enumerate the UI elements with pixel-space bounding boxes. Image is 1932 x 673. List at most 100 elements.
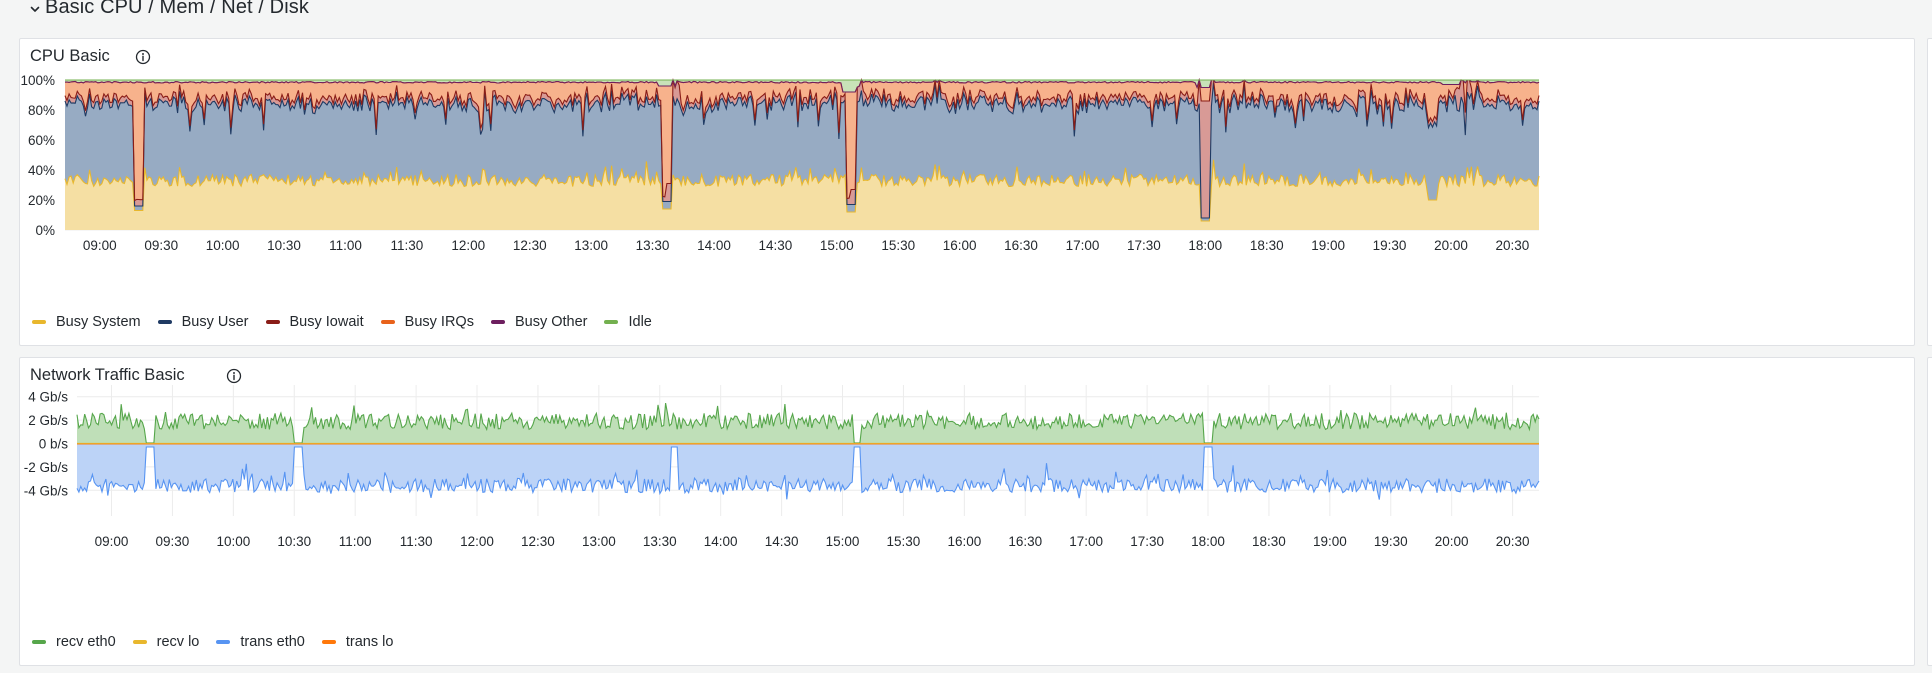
x-tick-label: 13:00 bbox=[582, 534, 616, 549]
x-tick-label: 19:30 bbox=[1373, 238, 1407, 253]
cpu-basic-panel: CPU Basic 0% 20% 40% 60% 80% 100% 09:00 09:30 10… bbox=[19, 38, 1915, 346]
panel-title-cpu-basic[interactable]: CPU Basic bbox=[30, 47, 110, 65]
legend-swatch bbox=[604, 320, 619, 324]
x-tick-label: 16:00 bbox=[947, 534, 981, 549]
legend-item-trans-lo[interactable]: trans lo bbox=[321, 634, 394, 650]
adjacent-panel-edge bbox=[1927, 357, 1932, 666]
info-circle-icon[interactable] bbox=[135, 49, 151, 65]
series-area-busy-system bbox=[65, 159, 1539, 230]
cpu-basic-chart[interactable]: 0% 20% 40% 60% 80% 100% 09:00 09:30 10:00 10:30 11… bbox=[20, 39, 1916, 309]
x-tick-label: 14:00 bbox=[704, 534, 738, 549]
x-tick-label: 13:30 bbox=[643, 534, 677, 549]
series-line-busy-system bbox=[64, 159, 1540, 222]
x-tick-label: 12:00 bbox=[460, 534, 494, 549]
x-tick-label: 16:30 bbox=[1008, 534, 1042, 549]
x-tick-label: 12:30 bbox=[513, 238, 547, 253]
legend-label: recv lo bbox=[156, 634, 200, 650]
x-tick-label: 19:00 bbox=[1313, 534, 1347, 549]
legend-label: Busy System bbox=[56, 314, 141, 330]
y-tick-label: 100% bbox=[20, 73, 55, 88]
x-tick-label: 14:00 bbox=[697, 238, 731, 253]
x-tick-label: 15:30 bbox=[881, 238, 915, 253]
legend-label: Busy Iowait bbox=[289, 314, 364, 330]
legend-swatch bbox=[132, 640, 147, 644]
series-line-trans-eth0 bbox=[76, 446, 1540, 500]
legend-label: Busy IRQs bbox=[404, 314, 474, 330]
series-area-busy-user bbox=[65, 82, 1539, 221]
series-line-busy-other bbox=[64, 77, 1540, 93]
x-tick-label: 10:00 bbox=[216, 534, 250, 549]
y-tick-label: 20% bbox=[28, 193, 55, 208]
legend-item-busy-system[interactable]: Busy System bbox=[32, 314, 141, 330]
x-tick-label: 11:00 bbox=[329, 238, 362, 253]
x-tick-label: 13:00 bbox=[574, 238, 608, 253]
y-tick-label: 60% bbox=[28, 133, 55, 148]
x-tick-label: 18:00 bbox=[1191, 534, 1225, 549]
legend-label: trans eth0 bbox=[240, 634, 305, 650]
y-tick-label: 2 Gb/s bbox=[28, 413, 68, 428]
chevron-down-icon[interactable] bbox=[28, 2, 42, 16]
x-tick-label: 20:30 bbox=[1495, 238, 1529, 253]
legend-item-busy-irqs[interactable]: Busy IRQs bbox=[380, 314, 474, 330]
x-tick-label: 09:00 bbox=[83, 238, 117, 253]
x-tick-label: 20:00 bbox=[1434, 238, 1468, 253]
legend-item-busy-user[interactable]: Busy User bbox=[157, 314, 249, 330]
info-circle-icon[interactable] bbox=[226, 368, 242, 384]
series-area-recv-eth0 bbox=[77, 403, 1539, 444]
legend-item-idle[interactable]: Idle bbox=[604, 314, 652, 330]
x-tick-label: 17:00 bbox=[1066, 238, 1100, 253]
y-tick-label: -2 Gb/s bbox=[24, 460, 69, 475]
y-tick-label: 40% bbox=[28, 163, 55, 178]
network-traffic-chart[interactable]: 4 Gb/s 2 Gb/s 0 b/s -2 Gb/s -4 Gb/s 09:00 09:3… bbox=[20, 358, 1916, 630]
x-tick-label: 20:30 bbox=[1496, 534, 1530, 549]
row-title[interactable]: Basic CPU / Mem / Net / Disk bbox=[45, 0, 309, 18]
x-tick-label: 11:30 bbox=[400, 534, 433, 549]
x-tick-label: 12:00 bbox=[451, 238, 485, 253]
legend-item-recv-eth0[interactable]: recv eth0 bbox=[32, 634, 116, 650]
x-tick-label: 09:00 bbox=[95, 534, 129, 549]
x-tick-label: 10:00 bbox=[206, 238, 240, 253]
legend-item-busy-other[interactable]: Busy Other bbox=[490, 314, 588, 330]
series-line-recv-eth0 bbox=[76, 402, 1540, 444]
x-tick-label: 18:30 bbox=[1250, 238, 1284, 253]
legend-label: trans lo bbox=[345, 634, 394, 650]
series-line-busy-iowait bbox=[64, 77, 1540, 202]
legend-item-trans-eth0[interactable]: trans eth0 bbox=[216, 634, 305, 650]
legend-label: recv eth0 bbox=[56, 634, 116, 650]
x-tick-label: 14:30 bbox=[758, 238, 792, 253]
y-tick-label: 0% bbox=[35, 223, 55, 238]
x-tick-label: 15:00 bbox=[820, 238, 854, 253]
network-traffic-basic-panel: Network Traffic Basic 4 Gb/s 2 Gb/s 0 b/s -… bbox=[19, 357, 1915, 666]
legend-swatch bbox=[265, 320, 280, 324]
legend-swatch bbox=[157, 320, 172, 324]
x-tick-label: 12:30 bbox=[521, 534, 555, 549]
x-tick-label: 11:00 bbox=[339, 534, 372, 549]
x-tick-label: 17:30 bbox=[1127, 238, 1161, 253]
y-tick-label: 4 Gb/s bbox=[28, 390, 68, 405]
adjacent-panel-edge bbox=[1927, 38, 1932, 346]
panel-title-network-traffic-basic[interactable]: Network Traffic Basic bbox=[30, 366, 185, 384]
legend-label: Idle bbox=[628, 314, 652, 330]
series-line-busy-user bbox=[64, 82, 1540, 219]
cpu-legend: Busy System Busy User Busy Iowait Busy I… bbox=[32, 314, 669, 330]
x-tick-label: 16:30 bbox=[1004, 238, 1038, 253]
legend-swatch bbox=[321, 640, 336, 644]
legend-item-busy-iowait[interactable]: Busy Iowait bbox=[265, 314, 364, 330]
y-tick-label: 0 b/s bbox=[39, 437, 69, 452]
x-tick-label: 19:30 bbox=[1374, 534, 1408, 549]
legend-swatch bbox=[380, 320, 395, 324]
x-tick-label: 13:30 bbox=[636, 238, 670, 253]
x-tick-label: 20:00 bbox=[1435, 534, 1469, 549]
legend-item-recv-lo[interactable]: recv lo bbox=[132, 634, 200, 650]
legend-label: Busy Other bbox=[514, 314, 588, 330]
y-tick-label: 80% bbox=[28, 103, 55, 118]
x-tick-label: 09:30 bbox=[144, 238, 178, 253]
series-area-trans-eth0 bbox=[77, 443, 1539, 500]
legend-label: Busy User bbox=[181, 314, 249, 330]
x-tick-label: 15:30 bbox=[887, 534, 921, 549]
legend-swatch bbox=[32, 320, 46, 324]
legend-swatch bbox=[490, 320, 505, 324]
x-tick-label: 09:30 bbox=[156, 534, 190, 549]
x-tick-label: 19:00 bbox=[1311, 238, 1345, 253]
x-tick-label: 10:30 bbox=[277, 534, 311, 549]
